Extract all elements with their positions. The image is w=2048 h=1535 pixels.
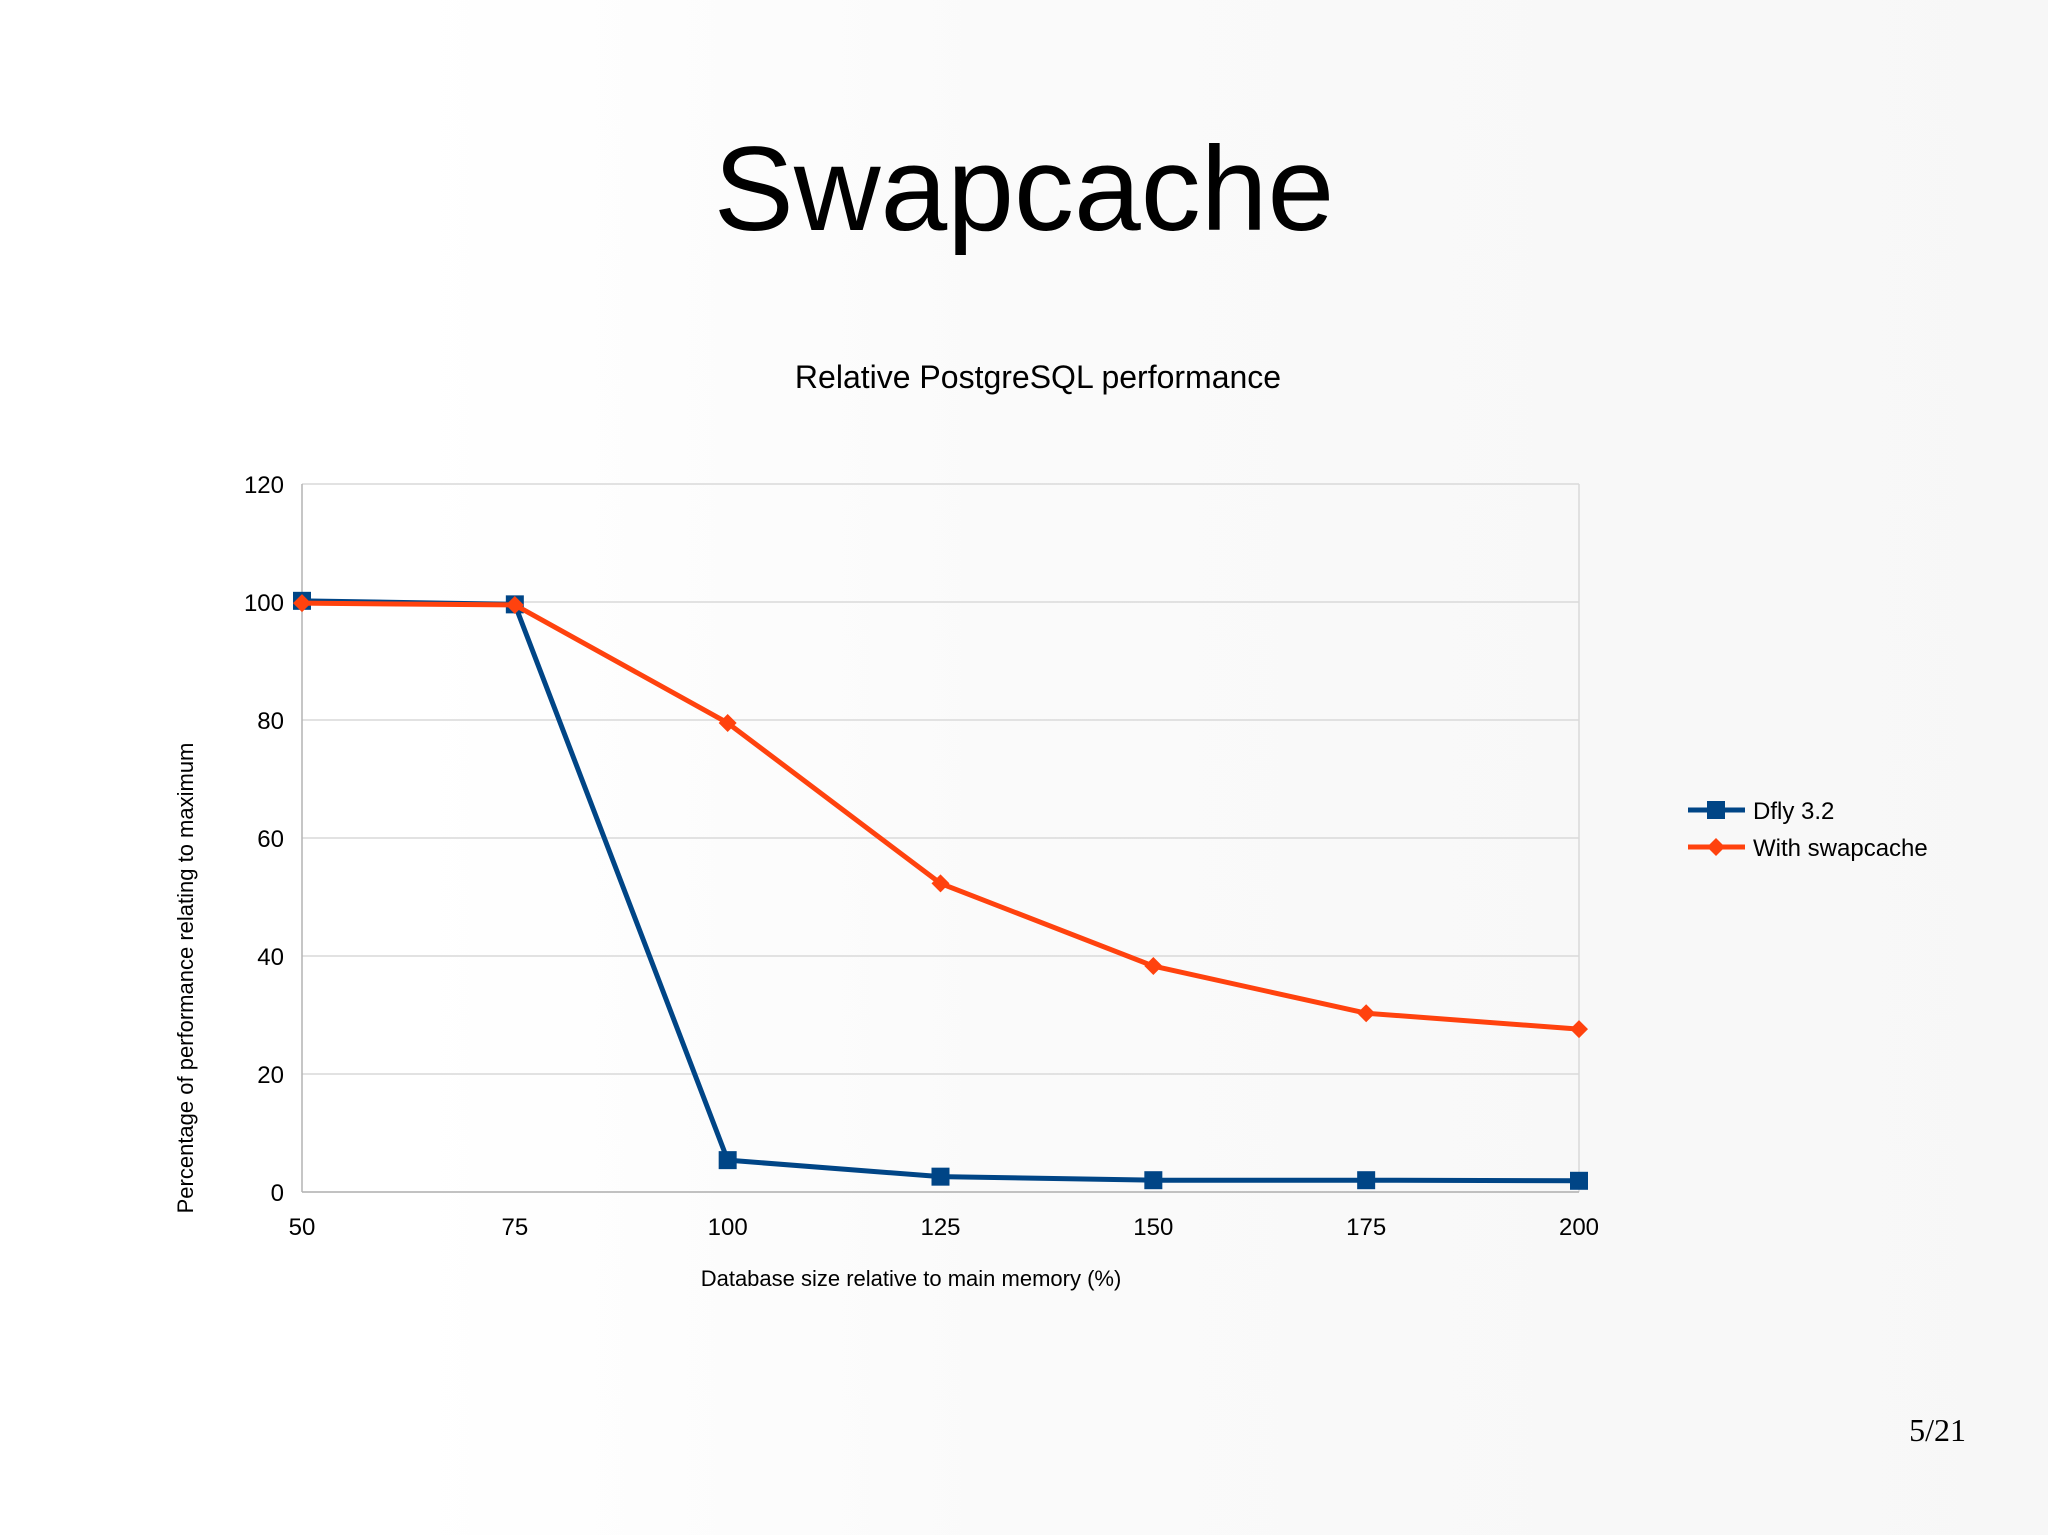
y-tick-label: 60	[257, 826, 284, 853]
legend: Dfly 3.2 With swapcache	[1688, 798, 1928, 862]
legend-marker	[1707, 838, 1725, 856]
data-point	[931, 1167, 950, 1186]
y-axis-label: Percentage of performance relating to ma…	[173, 743, 198, 1214]
data-point	[1357, 1004, 1376, 1023]
x-tick-label: 200	[1559, 1214, 1599, 1241]
data-point	[931, 874, 950, 893]
data-point	[718, 1151, 737, 1170]
data-point	[718, 713, 737, 732]
y-tick-label: 0	[271, 1180, 284, 1207]
series-2	[293, 594, 1588, 1039]
chart-title: Relative PostgreSQL performance	[795, 359, 1281, 395]
page-number: 5/21	[1909, 1412, 1966, 1448]
series-line	[301, 600, 1580, 1032]
x-axis-label: Database size relative to main memory (%…	[701, 1266, 1122, 1291]
legend-item: Dfly 3.2	[1688, 798, 1834, 825]
data-point	[505, 595, 524, 614]
grid-lines	[302, 483, 1580, 1193]
x-tick-label: 125	[920, 1214, 960, 1241]
axes: 0 20 40 60 80 100 120 50 75 100 125 150 175 200	[244, 472, 1599, 1241]
legend-marker	[1707, 801, 1725, 819]
series-lines	[293, 591, 1588, 1190]
x-tick-label: 100	[708, 1214, 748, 1241]
data-point	[1357, 1171, 1376, 1190]
x-tick-label: 150	[1133, 1214, 1173, 1241]
y-tick-label: 80	[257, 708, 284, 735]
y-tick-label: 40	[257, 944, 284, 971]
data-point	[1144, 1171, 1163, 1190]
x-tick-label: 75	[501, 1214, 528, 1241]
data-point	[1570, 1020, 1588, 1039]
data-point	[293, 594, 311, 613]
y-tick-label: 120	[244, 472, 284, 499]
x-tick-label: 175	[1346, 1214, 1386, 1241]
legend-label: With swapcache	[1753, 835, 1928, 862]
x-tick-label: 50	[289, 1214, 316, 1241]
legend-label: Dfly 3.2	[1753, 798, 1834, 825]
y-tick-label: 20	[257, 1062, 284, 1089]
legend-item: With swapcache	[1688, 835, 1928, 862]
data-point	[1570, 1171, 1588, 1190]
y-tick-label: 100	[244, 590, 284, 617]
slide-title: Swapcache	[713, 122, 1335, 256]
data-point	[1144, 957, 1163, 976]
